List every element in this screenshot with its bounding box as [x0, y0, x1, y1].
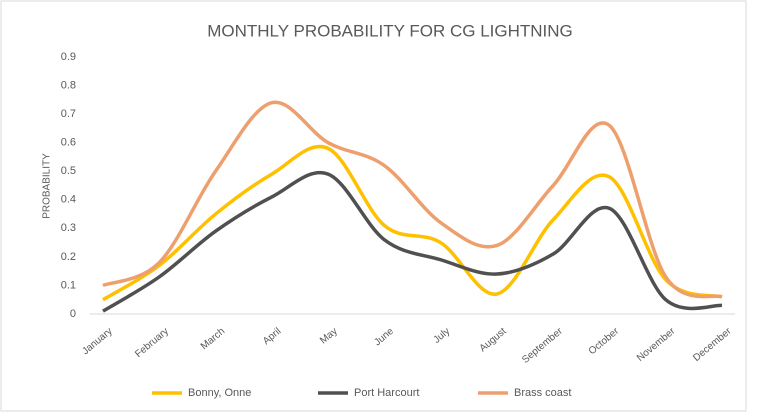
series-line: [102, 100, 723, 299]
y-tick-label: 0.8: [61, 79, 76, 91]
y-tick-label: 0.1: [61, 279, 76, 291]
legend-label: Bonny, Onne: [188, 387, 251, 399]
y-tick-label: 0: [70, 308, 76, 320]
legend-label: Brass coast: [514, 387, 571, 399]
y-axis-label: PROBABILITY: [42, 153, 53, 219]
series-line: [102, 170, 723, 313]
legend-label: Port Harcourt: [354, 387, 419, 399]
y-tick-label: 0.5: [61, 165, 76, 177]
y-tick-label: 0.9: [61, 51, 76, 63]
y-tick-label: 0.4: [61, 194, 76, 206]
y-tick-label: 0.7: [61, 108, 76, 120]
y-tick-label: 0.3: [61, 222, 76, 234]
chart-title: MONTHLY PROBABILITY FOR CG LIGHTNING: [207, 21, 573, 40]
y-tick-label: 0.6: [61, 137, 76, 149]
series-line: [102, 144, 723, 302]
y-tick-label: 0.2: [61, 251, 76, 263]
